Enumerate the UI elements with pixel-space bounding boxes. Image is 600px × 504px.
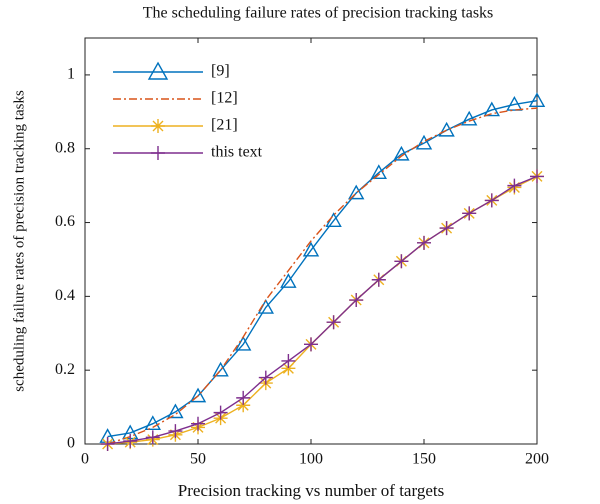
marker (100, 437, 115, 451)
marker (302, 241, 320, 257)
marker (349, 293, 364, 308)
marker (528, 92, 546, 108)
marker (462, 206, 477, 221)
series-line (107, 100, 538, 438)
x-tick-label: 200 (525, 451, 549, 468)
marker (123, 434, 138, 449)
marker (167, 403, 184, 419)
marker (393, 145, 410, 161)
marker (415, 134, 433, 150)
legend-marker (147, 61, 169, 80)
marker (417, 235, 431, 250)
series-line (107, 175, 538, 445)
marker (258, 370, 273, 385)
marker (439, 221, 454, 236)
marker (145, 430, 160, 445)
x-tick-label: 0 (81, 451, 89, 468)
marker (236, 398, 251, 413)
marker (530, 169, 544, 184)
x-axis-label: Precision tracking vs number of targets (178, 481, 444, 500)
marker (483, 101, 500, 117)
series-line (107, 107, 538, 445)
x-tick-label: 100 (299, 451, 323, 468)
legend-marker (151, 146, 165, 160)
marker (304, 337, 318, 352)
marker (348, 184, 365, 200)
x-tick-label: 50 (190, 451, 206, 468)
marker (212, 361, 229, 377)
marker (213, 405, 228, 420)
y-tick-label: 0.4 (55, 287, 75, 304)
marker (281, 353, 296, 368)
y-tick-label: 0.6 (55, 213, 75, 230)
legend-label: [12] (211, 90, 238, 107)
marker (461, 110, 478, 126)
marker (394, 254, 409, 269)
marker (236, 390, 251, 405)
marker (235, 335, 252, 351)
legend-label: this text (211, 144, 263, 161)
chart-title: The scheduling failure rates of precisio… (143, 5, 494, 22)
marker (507, 178, 522, 193)
x-tick-label: 150 (412, 451, 436, 468)
y-tick-label: 0.2 (55, 361, 75, 378)
marker (168, 424, 183, 439)
marker (326, 315, 341, 330)
marker (189, 387, 207, 403)
legend-label: [21] (211, 117, 238, 134)
y-tick-label: 0 (67, 435, 75, 452)
marker (280, 273, 297, 288)
y-tick-label: 1 (67, 66, 75, 83)
marker (191, 416, 205, 431)
legend-marker (151, 119, 165, 133)
marker (144, 415, 161, 430)
marker (371, 272, 386, 287)
legend-label: [9] (211, 63, 230, 80)
marker (484, 193, 499, 208)
marker (506, 95, 523, 111)
marker (281, 361, 296, 376)
y-axis-label: scheduling failure rates of precision tr… (11, 90, 27, 392)
legend: [9] [12] [21] this text (113, 61, 263, 161)
y-tick-label: 0.8 (55, 139, 75, 156)
